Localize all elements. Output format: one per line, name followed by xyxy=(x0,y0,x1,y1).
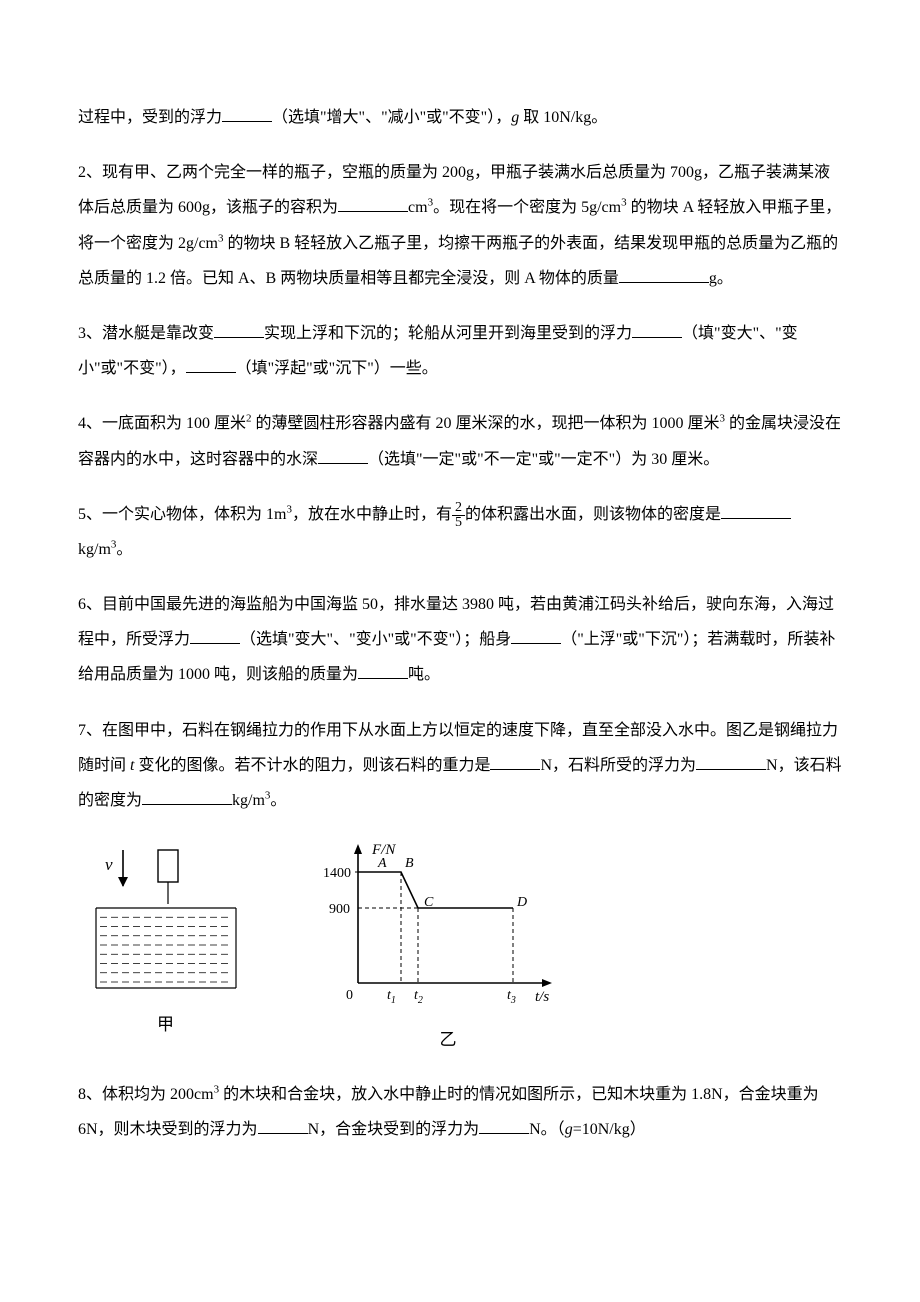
q-cont-text-c: 取 10N/kg。 xyxy=(519,109,607,126)
diagram-right-col: F/Nt/s01400900ABCDt1t2t3 乙 xyxy=(323,838,573,1058)
blank xyxy=(338,196,408,212)
blank xyxy=(222,106,272,122)
diagram-left-label: 甲 xyxy=(157,1006,174,1043)
q6-b: （选填"变大"、"变小"或"不变"）；船身 xyxy=(240,631,511,648)
q2: 2、现有甲、乙两个完全一样的瓶子，空瓶的质量为 200g，甲瓶子装满水后总质量为… xyxy=(78,155,842,296)
q8: 8、体积均为 200cm3 的木块和合金块，放入水中静止时的情况如图所示，已知木… xyxy=(78,1077,842,1147)
q3-d: （填"浮起"或"沉下"）一些。 xyxy=(236,360,438,377)
blank xyxy=(696,754,766,770)
q3: 3、潜水艇是靠改变实现上浮和下沉的；轮船从河里开到海里受到的浮力（填"变大"、"… xyxy=(78,316,842,386)
q7-e: 。 xyxy=(270,792,286,809)
q4-b: 的薄壁圆柱形容器内盛有 20 厘米深的水，现把一体积为 1000 厘米 xyxy=(252,415,720,432)
q6-d: 吨。 xyxy=(408,666,440,683)
svg-text:C: C xyxy=(424,895,434,910)
blank xyxy=(318,448,368,464)
svg-text:t3: t3 xyxy=(507,988,516,1006)
diagram-right-label: 乙 xyxy=(440,1021,457,1058)
blank xyxy=(619,267,709,283)
q4-d: （选填"一定"或"不一定"或"一定不"）为 30 厘米。 xyxy=(368,451,719,468)
blank xyxy=(490,754,540,770)
frac-den: 5 xyxy=(452,516,465,530)
q7: 7、在图甲中，石料在钢绳拉力的作用下从水面上方以恒定的速度下降，直至全部没入水中… xyxy=(78,713,842,819)
g-var: g xyxy=(565,1121,573,1138)
blank xyxy=(632,322,682,338)
q8-g: =10N/kg） xyxy=(573,1121,646,1138)
diagram-left-svg: v xyxy=(88,838,243,998)
svg-text:A: A xyxy=(377,856,387,871)
diagram-right-svg: F/Nt/s01400900ABCDt1t2t3 xyxy=(323,838,573,1013)
svg-text:t2: t2 xyxy=(414,988,423,1006)
q8-u1: N，合金块受到的浮力为 xyxy=(308,1121,480,1138)
q-cont-text-a: 过程中，受到的浮力 xyxy=(78,109,222,126)
frac-num: 2 xyxy=(452,501,465,516)
svg-text:t/s: t/s xyxy=(535,989,549,1005)
q7-u3: kg/m xyxy=(232,792,265,809)
blank xyxy=(511,628,561,644)
blank xyxy=(258,1118,308,1134)
q4: 4、一底面积为 100 厘米2 的薄壁圆柱形容器内盛有 20 厘米深的水，现把一… xyxy=(78,406,842,476)
blank xyxy=(190,628,240,644)
blank xyxy=(214,322,264,338)
q7-b: 变化的图像。若不计水的阻力，则该石料的重力是 xyxy=(134,757,490,774)
q6: 6、目前中国最先进的海监船为中国海监 50，排水量达 3980 吨，若由黄浦江码… xyxy=(78,587,842,693)
blank xyxy=(142,789,232,805)
svg-text:B: B xyxy=(405,856,414,871)
blank xyxy=(358,663,408,679)
blank xyxy=(479,1118,529,1134)
svg-text:v: v xyxy=(105,855,113,874)
q5-e: 。 xyxy=(116,541,132,558)
q4-a: 4、一底面积为 100 厘米 xyxy=(78,415,246,432)
q-continuation: 过程中，受到的浮力（选填"增大"、"减小"或"不变"），g 取 10N/kg。 xyxy=(78,100,842,135)
svg-text:0: 0 xyxy=(346,988,353,1003)
q8-u2: N。（ xyxy=(529,1121,565,1138)
q3-a: 3、潜水艇是靠改变 xyxy=(78,325,214,342)
q5-a: 5、一个实心物体，体积为 1m xyxy=(78,506,286,523)
diagram-row: v 甲 F/Nt/s01400900ABCDt1t2t3 乙 xyxy=(88,838,842,1058)
diagram-left-col: v 甲 xyxy=(88,838,243,1043)
q-cont-text-b: （选填"增大"、"减小"或"不变"）， xyxy=(272,109,511,126)
q5-b: ，放在水中静止时，有 xyxy=(292,506,452,523)
q8-a: 8、体积均为 200cm xyxy=(78,1086,214,1103)
svg-text:1400: 1400 xyxy=(323,866,351,881)
q5-c: 的体积露出水面，则该物体的密度是 xyxy=(465,506,721,523)
q2-b: 。现在将一个密度为 5g/cm xyxy=(433,199,621,216)
q7-u1: N，石料所受的浮力为 xyxy=(540,757,696,774)
svg-text:D: D xyxy=(516,895,527,910)
fraction: 25 xyxy=(452,501,465,530)
q2-u1: cm xyxy=(408,199,428,216)
q5-u: kg/m xyxy=(78,541,111,558)
q5: 5、一个实心物体，体积为 1m3，放在水中静止时，有25的体积露出水面，则该物体… xyxy=(78,497,842,567)
blank xyxy=(721,503,791,519)
q3-b: 实现上浮和下沉的；轮船从河里开到海里受到的浮力 xyxy=(264,325,632,342)
svg-text:t1: t1 xyxy=(387,988,396,1006)
blank xyxy=(186,357,236,373)
svg-text:900: 900 xyxy=(329,902,350,917)
q2-u2: g。 xyxy=(709,270,733,287)
